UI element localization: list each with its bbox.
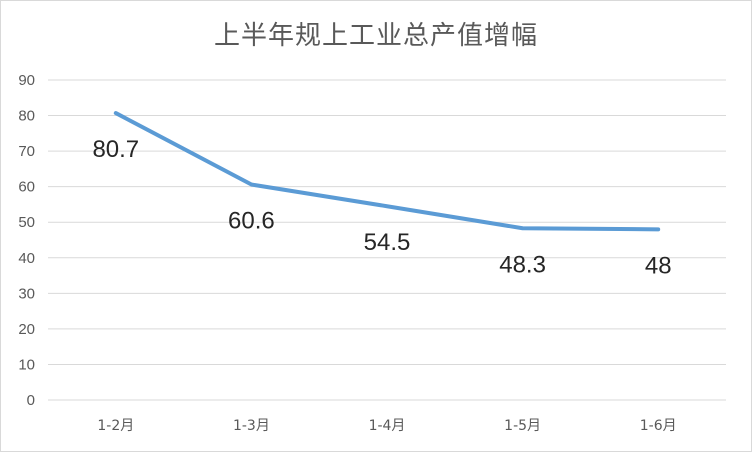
- y-tick-label: 50: [18, 214, 35, 231]
- x-tick-label: 1-6月: [640, 418, 677, 434]
- data-label: 48.3: [499, 251, 546, 278]
- x-axis-ticks: 1-2月 1-3月 1-4月 1-5月 1-6月: [97, 418, 676, 434]
- x-tick-label: 1-3月: [233, 418, 270, 434]
- x-tick-label: 1-4月: [369, 418, 406, 434]
- y-axis-ticks: 0 10 20 30 40 50 60 70 80 90: [18, 72, 35, 409]
- y-tick-label: 80: [18, 108, 35, 125]
- chart-title: 上半年规上工业总产值增幅: [213, 21, 538, 51]
- y-tick-label: 20: [18, 321, 35, 338]
- y-tick-label: 30: [18, 285, 35, 302]
- gridlines: [48, 79, 726, 401]
- y-tick-label: 70: [18, 143, 35, 160]
- data-label: 54.5: [364, 229, 411, 256]
- y-tick-label: 60: [18, 179, 35, 196]
- y-tick-label: 90: [18, 72, 35, 89]
- data-label: 80.7: [92, 136, 139, 163]
- series-line: [113, 111, 661, 232]
- y-tick-label: 0: [27, 392, 35, 409]
- data-labels: 80.7 60.6 54.5 48.3 48: [92, 136, 671, 279]
- data-label: 48: [645, 252, 672, 279]
- x-tick-label: 1-2月: [97, 418, 134, 434]
- data-label: 60.6: [228, 208, 275, 235]
- series-line-path: [113, 111, 661, 232]
- x-tick-label: 1-5月: [504, 418, 541, 434]
- y-tick-label: 10: [18, 356, 35, 373]
- y-tick-label: 40: [18, 250, 35, 267]
